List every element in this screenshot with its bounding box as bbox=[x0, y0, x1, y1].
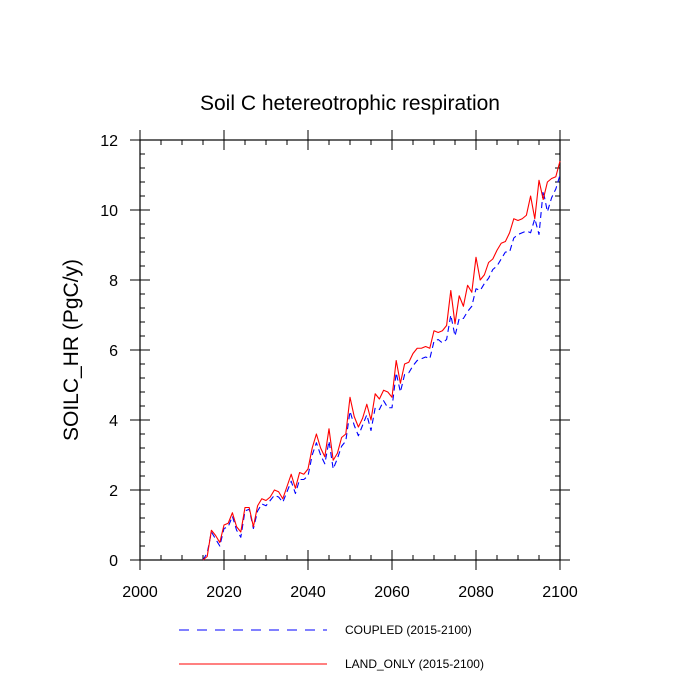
series-line-coupled bbox=[202, 174, 561, 561]
chart-title: Soil C hetereotrophic respiration bbox=[200, 92, 500, 115]
x-tick-labels: 2000 2020 2040 2060 2080 2100 bbox=[122, 584, 578, 601]
y-tick-label: 2 bbox=[109, 483, 118, 500]
y-tick-label: 10 bbox=[100, 203, 118, 220]
major-ticks bbox=[130, 130, 570, 570]
y-tick-label: 0 bbox=[109, 553, 118, 570]
x-tick-label: 2060 bbox=[374, 584, 410, 601]
x-tick-label: 2040 bbox=[290, 584, 326, 601]
y-tick-label: 12 bbox=[100, 133, 118, 150]
x-tick-label: 2000 bbox=[122, 584, 158, 601]
plot-frame bbox=[139, 139, 561, 561]
legend-label-land-only: LAND_ONLY (2015-2100) bbox=[345, 657, 484, 671]
plot-border bbox=[139, 139, 561, 561]
y-tick-label: 6 bbox=[109, 343, 118, 360]
y-tick-label: 8 bbox=[109, 273, 118, 290]
x-tick-label: 2020 bbox=[206, 584, 242, 601]
minor-ticks bbox=[140, 140, 560, 560]
legend: COUPLED (2015-2100) LAND_ONLY (2015-2100… bbox=[179, 623, 484, 671]
x-tick-label: 2100 bbox=[542, 584, 578, 601]
series-line-land-only bbox=[202, 160, 561, 561]
y-tick-labels: 0 2 4 6 8 10 12 bbox=[100, 133, 118, 570]
y-axis-label: SOILC_HR (PgC/y) bbox=[60, 259, 83, 441]
y-tick-label: 4 bbox=[109, 413, 118, 430]
x-tick-label: 2080 bbox=[458, 584, 494, 601]
series-lines bbox=[202, 160, 561, 561]
legend-label-coupled: COUPLED (2015-2100) bbox=[345, 623, 472, 637]
